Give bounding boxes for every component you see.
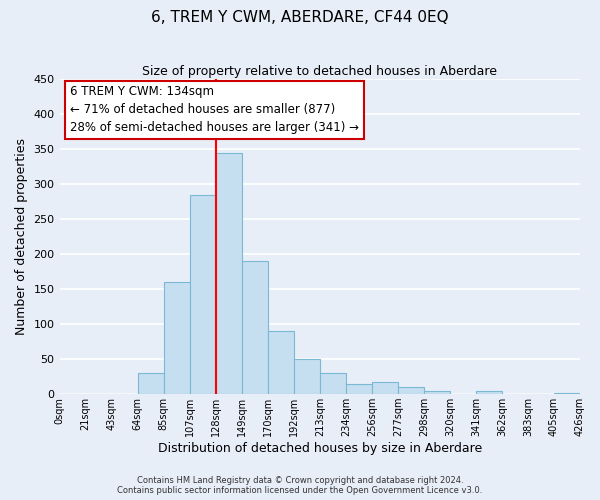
Bar (294, 359, 320, 394)
X-axis label: Distribution of detached houses by size in Aberdare: Distribution of detached houses by size … (158, 442, 482, 455)
Bar (268, 331, 294, 394)
Bar (424, 390, 450, 394)
Y-axis label: Number of detached properties: Number of detached properties (15, 138, 28, 335)
Title: Size of property relative to detached houses in Aberdare: Size of property relative to detached ho… (142, 65, 497, 78)
Bar (372, 382, 398, 394)
Text: 6, TREM Y CWM, ABERDARE, CF44 0EQ: 6, TREM Y CWM, ABERDARE, CF44 0EQ (151, 10, 449, 25)
Text: Contains HM Land Registry data © Crown copyright and database right 2024.
Contai: Contains HM Land Registry data © Crown c… (118, 476, 482, 495)
Bar (164, 282, 190, 394)
Bar (215, 152, 242, 394)
Text: 6 TREM Y CWM: 134sqm
← 71% of detached houses are smaller (877)
28% of semi-deta: 6 TREM Y CWM: 134sqm ← 71% of detached h… (70, 86, 359, 134)
Bar (398, 387, 424, 394)
Bar (190, 194, 215, 394)
Bar (137, 373, 164, 394)
Bar (320, 373, 346, 394)
Bar (476, 390, 502, 394)
Bar (242, 261, 268, 394)
Bar (346, 384, 372, 394)
Bar (554, 393, 580, 394)
